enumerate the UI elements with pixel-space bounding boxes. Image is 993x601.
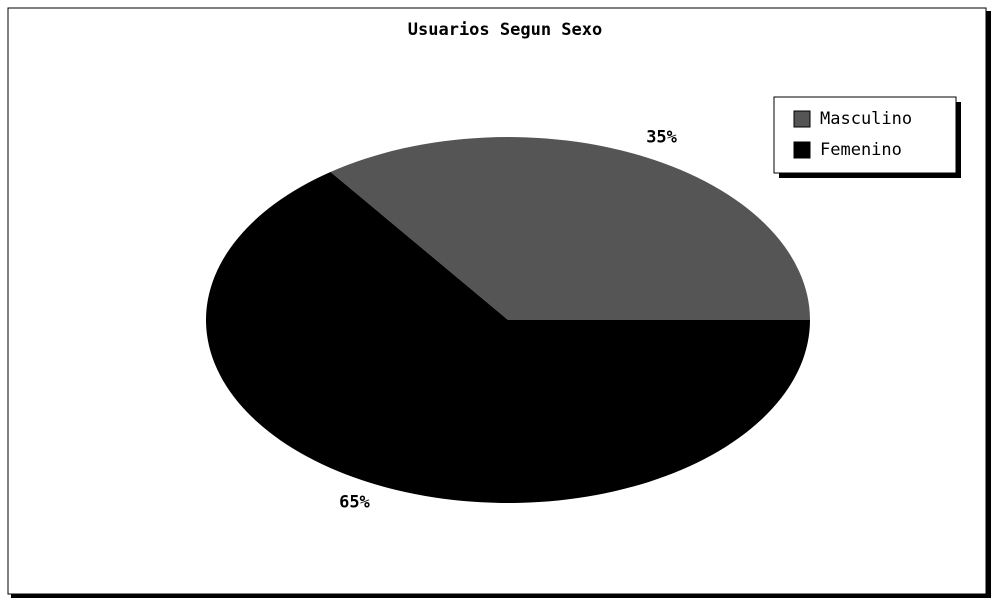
slice-label: 65% bbox=[339, 493, 370, 513]
legend-swatch bbox=[793, 110, 811, 128]
legend-label: Masculino bbox=[820, 109, 912, 129]
slice-label: 35% bbox=[646, 127, 677, 147]
chart-title: Usuarios Segun Sexo bbox=[408, 20, 602, 40]
legend-swatch bbox=[793, 141, 811, 159]
pie-slice bbox=[330, 137, 810, 320]
pie-slice bbox=[205, 171, 810, 503]
legend-box bbox=[773, 96, 957, 174]
legend-label: Femenino bbox=[820, 140, 902, 160]
